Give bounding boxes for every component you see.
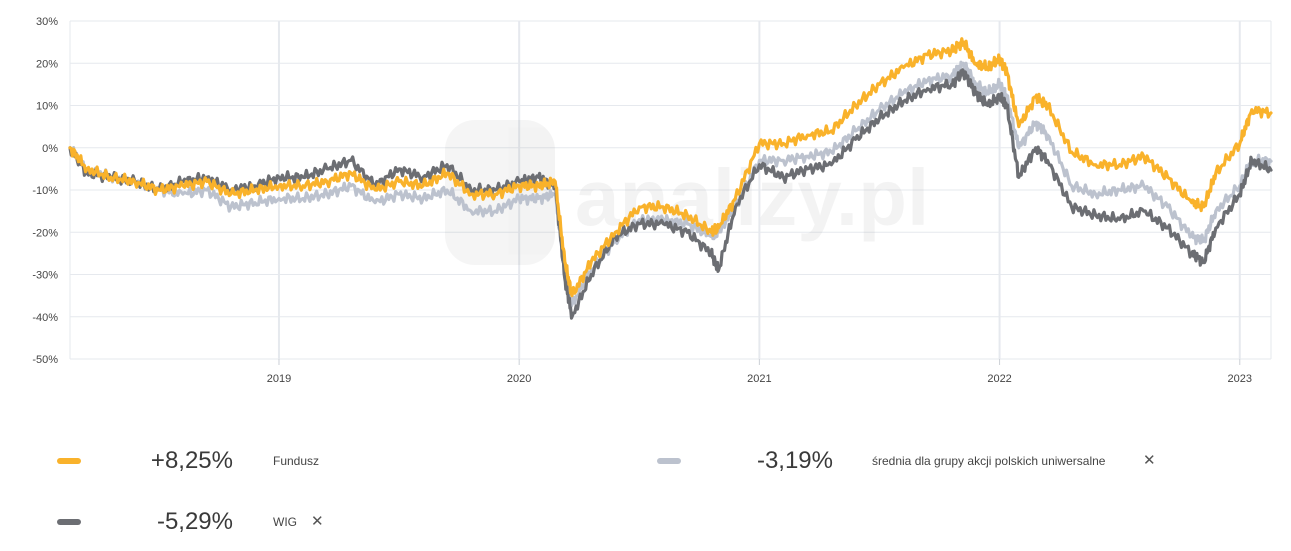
series-line-wig — [68, 68, 1273, 320]
x-axis-ticks: 2019 2020 2021 2022 2023 — [267, 359, 1252, 385]
legend-value-srednia: -3,19% — [756, 447, 833, 474]
y-tick-label: -40% — [32, 312, 58, 324]
y-tick-label: 20% — [36, 58, 58, 70]
x-tick-label: 2019 — [267, 373, 291, 385]
legend-swatch-wig — [57, 519, 81, 525]
x-tick-label: 2021 — [747, 373, 771, 385]
y-tick-label: -10% — [32, 185, 58, 197]
legend-swatch-fundusz — [57, 458, 81, 464]
legend: +8,25% Fundusz -3,19% średnia dla grupy … — [0, 430, 1291, 551]
gridlines — [69, 20, 1272, 360]
legend-label-wig: WIG — [273, 515, 297, 529]
y-tick-label: -30% — [32, 270, 58, 282]
legend-swatch-srednia — [657, 458, 681, 464]
y-tick-label: -20% — [32, 227, 58, 239]
remove-series-wig-close-icon[interactable]: ✕ — [311, 513, 324, 530]
legend-item-wig: -5,29% WIG ✕ — [0, 507, 640, 537]
legend-label-srednia: średnia dla grupy akcji polskich uniwers… — [872, 454, 1106, 468]
remove-series-srednia-close-icon[interactable]: ✕ — [1143, 452, 1156, 469]
y-axis-ticks: 30% 20% 10% 0% -10% -20% -30% -40% -50% — [32, 16, 58, 366]
y-tick-label: 10% — [36, 101, 58, 113]
y-tick-label: 0% — [42, 143, 58, 155]
legend-value-fundusz: +8,25% — [150, 447, 233, 474]
series-line-fundusz — [68, 37, 1273, 298]
x-tick-label: 2022 — [987, 373, 1011, 385]
y-tick-label: 30% — [36, 16, 58, 28]
line-chart: analizy.pl 30%20%10%0%-10%-20%-30%-40%-5… — [32, 16, 1273, 385]
x-tick-label: 2020 — [507, 373, 531, 385]
y-tick-label: -50% — [32, 354, 58, 366]
legend-item-srednia: -3,19% średnia dla grupy akcji polskich … — [0, 446, 1291, 476]
legend-item-fundusz: +8,25% Fundusz — [0, 446, 640, 476]
x-tick-label: 2023 — [1228, 373, 1252, 385]
legend-value-wig: -5,29% — [156, 508, 233, 535]
legend-label-fundusz: Fundusz — [273, 454, 320, 468]
series-lines — [68, 37, 1273, 320]
